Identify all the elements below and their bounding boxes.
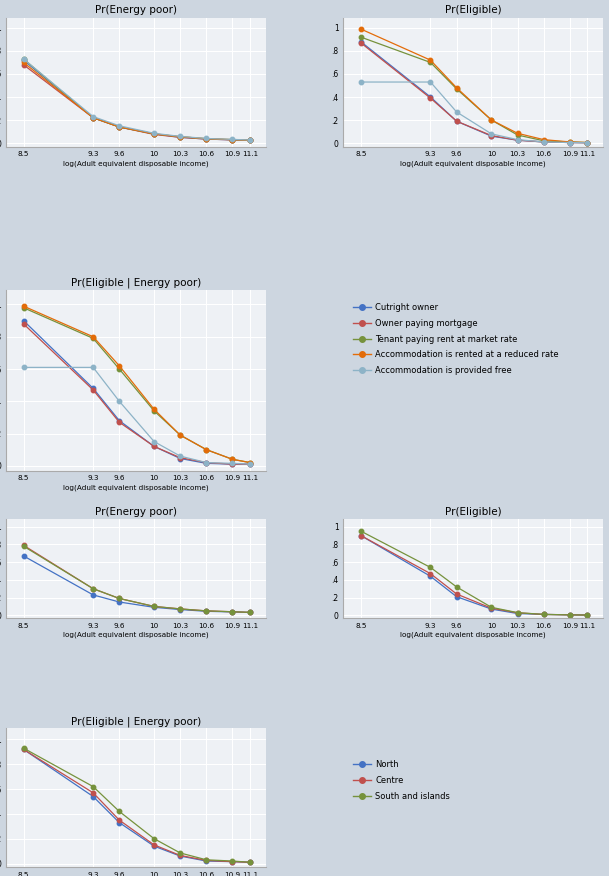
Accommodation is provided free [20,53,27,64]
Accommodation is rented at a reduced rate [90,112,97,123]
Accommodation is rented at a reduced rate [177,131,184,142]
South and islands [90,583,97,594]
Tenant paying rent at market rate [177,131,184,142]
Line: South and islands: South and islands [21,544,252,615]
Title: Pr(Eligible): Pr(Eligible) [445,506,501,517]
Title: Pr(Energy poor): Pr(Energy poor) [95,506,177,517]
Centre [150,601,158,611]
X-axis label: log(Adult equivalent disposable income): log(Adult equivalent disposable income) [63,484,209,491]
Accommodation is rented at a reduced rate [20,57,27,67]
Centre [229,606,236,617]
Owner paying mortgage [90,112,97,123]
North [177,604,184,615]
Cutright owner [116,122,123,132]
South and islands [246,607,253,618]
North [246,607,253,618]
Owner paying mortgage [246,135,253,145]
Owner paying mortgage [229,135,236,145]
Accommodation is rented at a reduced rate [116,122,123,132]
Cutright owner [229,135,236,145]
Legend: Cutright owner, Owner paying mortgage, Tenant paying rent at market rate, Accomm: Cutright owner, Owner paying mortgage, T… [353,303,559,375]
Line: Tenant paying rent at market rate: Tenant paying rent at market rate [21,57,252,143]
Cutright owner [20,55,27,66]
Owner paying mortgage [20,60,27,70]
South and islands [177,604,184,614]
Title: Pr(Eligible | Energy poor): Pr(Eligible | Energy poor) [71,716,201,726]
Owner paying mortgage [150,129,158,139]
South and islands [150,601,158,611]
North [203,606,210,617]
North [229,607,236,618]
Line: Cutright owner: Cutright owner [21,58,252,143]
Accommodation is provided free [90,111,97,122]
Accommodation is provided free [116,121,123,131]
Legend: North, Centre, South and islands: North, Centre, South and islands [353,760,450,801]
Accommodation is provided free [150,128,158,138]
Accommodation is provided free [229,134,236,145]
Cutright owner [90,112,97,123]
Centre [90,583,97,594]
Cutright owner [203,134,210,145]
Centre [203,605,210,616]
North [116,597,123,607]
Tenant paying rent at market rate [229,134,236,145]
South and islands [229,606,236,617]
Centre [116,593,123,604]
Title: Pr(Energy poor): Pr(Energy poor) [95,5,177,16]
X-axis label: log(Adult equivalent disposable income): log(Adult equivalent disposable income) [400,160,546,166]
Tenant paying rent at market rate [246,135,253,145]
X-axis label: log(Adult equivalent disposable income): log(Adult equivalent disposable income) [63,632,209,638]
Line: Centre: Centre [21,543,252,615]
Tenant paying rent at market rate [150,129,158,139]
North [150,602,158,612]
North [20,551,27,562]
Title: Pr(Eligible): Pr(Eligible) [445,5,501,16]
Owner paying mortgage [177,132,184,143]
Accommodation is provided free [246,135,253,145]
Cutright owner [150,129,158,139]
Centre [20,540,27,550]
South and islands [20,540,27,551]
Line: Accommodation is rented at a reduced rate: Accommodation is rented at a reduced rat… [21,60,252,143]
Centre [177,604,184,614]
Line: Owner paying mortgage: Owner paying mortgage [21,62,252,143]
Cutright owner [246,135,253,145]
Accommodation is rented at a reduced rate [246,135,253,145]
Centre [246,607,253,618]
Tenant paying rent at market rate [20,53,27,64]
North [90,590,97,600]
Line: Accommodation is provided free: Accommodation is provided free [21,57,252,142]
X-axis label: log(Adult equivalent disposable income): log(Adult equivalent disposable income) [63,160,209,166]
Cutright owner [177,132,184,143]
Title: Pr(Eligible | Energy poor): Pr(Eligible | Energy poor) [71,278,201,288]
X-axis label: log(Adult equivalent disposable income): log(Adult equivalent disposable income) [400,632,546,638]
Tenant paying rent at market rate [203,133,210,144]
Accommodation is rented at a reduced rate [229,134,236,145]
Accommodation is rented at a reduced rate [203,133,210,144]
South and islands [116,593,123,604]
South and islands [203,605,210,616]
Accommodation is rented at a reduced rate [150,129,158,139]
Accommodation is provided free [203,133,210,144]
Owner paying mortgage [203,134,210,145]
Accommodation is provided free [177,131,184,142]
Tenant paying rent at market rate [90,112,97,123]
Owner paying mortgage [116,122,123,132]
Tenant paying rent at market rate [116,122,123,132]
Line: North: North [21,554,252,615]
